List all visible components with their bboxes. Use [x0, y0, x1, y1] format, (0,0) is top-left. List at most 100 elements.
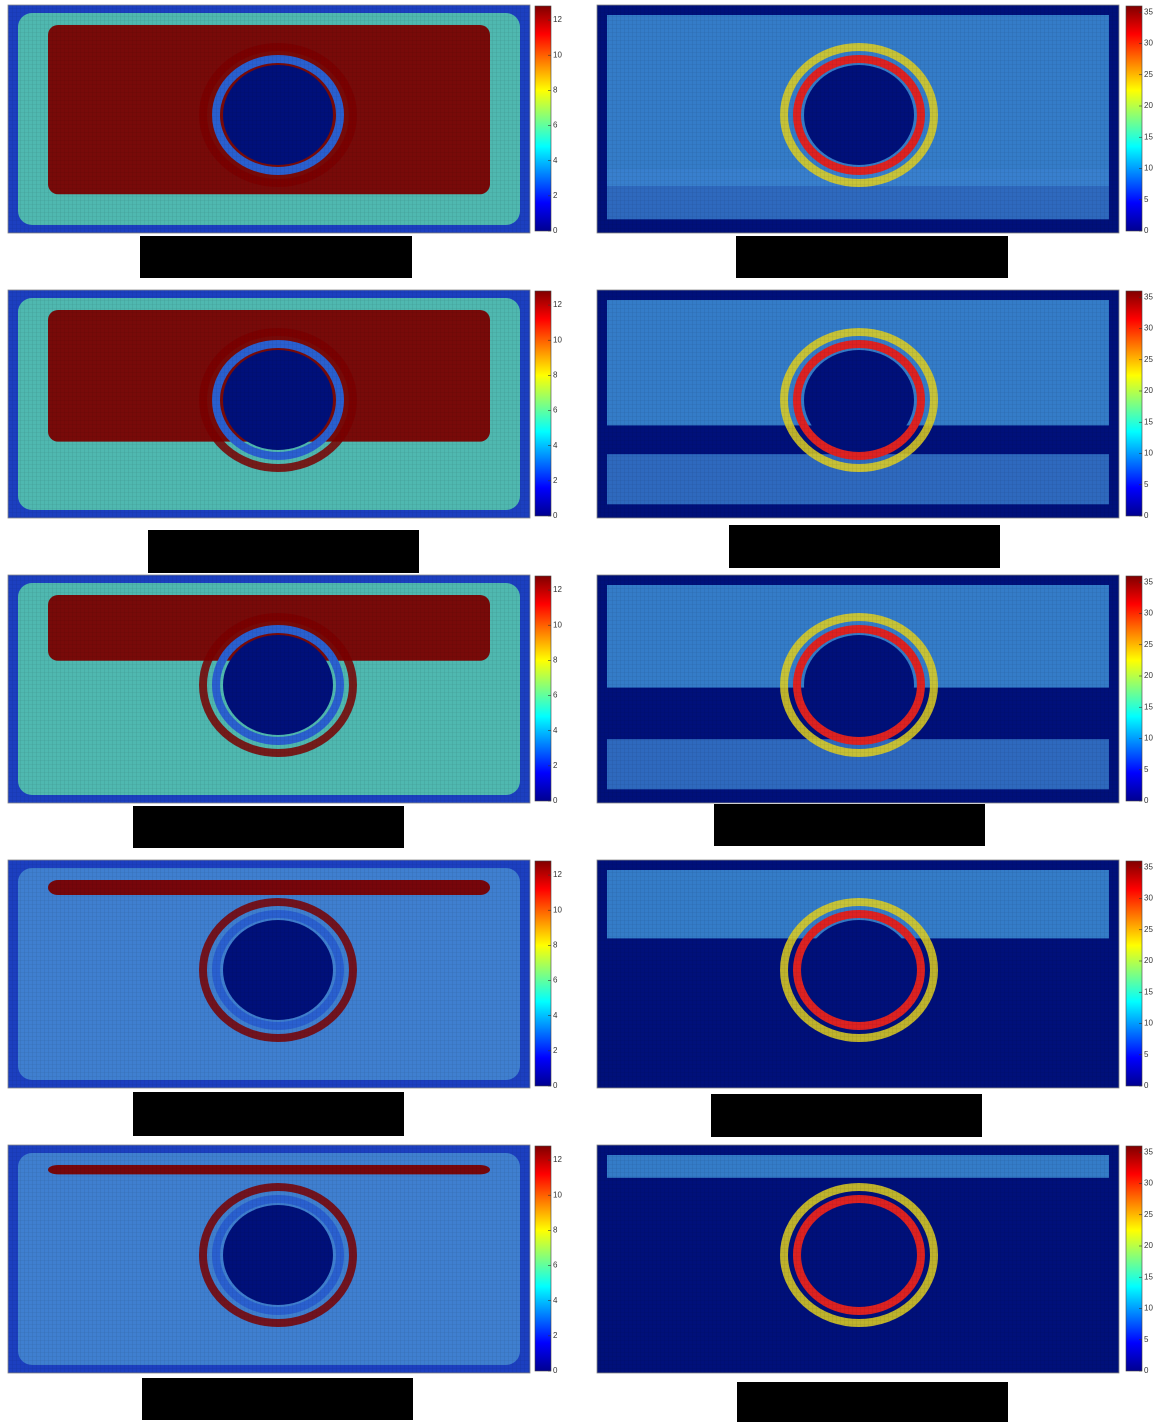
colorbar-tick-label: 15 — [1144, 132, 1153, 141]
colorbar-tick-label: 0 — [1144, 1081, 1149, 1090]
colorbar-tick-label: 10 — [1144, 734, 1153, 743]
redaction — [140, 236, 412, 278]
colorbar-tick-label: 0 — [1144, 511, 1149, 520]
colorbar-tick-label: 5 — [1144, 480, 1149, 489]
redaction — [711, 1094, 982, 1137]
colorbar-tick-label: 12 — [553, 585, 562, 594]
cell-grid — [8, 5, 530, 233]
colorbar-tick-label: 25 — [1144, 355, 1153, 364]
colorbar-tick-label: 4 — [553, 156, 558, 165]
colorbar-tick-label: 8 — [553, 1225, 558, 1234]
colorbar-tick-label: 0 — [553, 1366, 558, 1375]
colorbar-tick-label: 15 — [1144, 987, 1153, 996]
colorbar-tick-label: 2 — [553, 761, 558, 770]
colorbar-tick-label: 20 — [1144, 386, 1153, 395]
colorbar — [1126, 576, 1142, 801]
colorbar-tick-label: 10 — [553, 620, 562, 629]
colorbar-tick-label: 8 — [553, 370, 558, 379]
colorbar-tick-label: 0 — [1144, 796, 1149, 805]
cell-grid — [597, 575, 1119, 803]
colorbar-tick-label: 25 — [1144, 640, 1153, 649]
colorbar — [1126, 6, 1142, 231]
colorbar-tick-label: 20 — [1144, 671, 1153, 680]
colorbar-tick-label: 20 — [1144, 956, 1153, 965]
colorbar-tick-label: 30 — [1144, 609, 1153, 618]
colorbar-tick-label: 30 — [1144, 894, 1153, 903]
colorbar-tick-label: 10 — [1144, 1019, 1153, 1028]
colorbar-tick-label: 2 — [553, 1046, 558, 1055]
colorbar-tick-label: 6 — [553, 1261, 558, 1270]
cell-grid — [8, 290, 530, 518]
colorbar-tick-label: 0 — [553, 1081, 558, 1090]
redaction — [148, 530, 419, 573]
colorbar-tick-label: 10 — [1144, 164, 1153, 173]
colorbar-tick-label: 10 — [553, 905, 562, 914]
colorbar-tick-label: 8 — [553, 85, 558, 94]
colorbar-tick-label: 2 — [553, 476, 558, 485]
colorbar-tick-label: 4 — [553, 726, 558, 735]
colorbar-tick-label: 6 — [553, 691, 558, 700]
colorbar-tick-label: 6 — [553, 121, 558, 130]
colorbar-tick-label: 15 — [1144, 1272, 1153, 1281]
colorbar-tick-label: 20 — [1144, 101, 1153, 110]
colorbar-tick-label: 5 — [1144, 765, 1149, 774]
cell-grid — [597, 290, 1119, 518]
colorbar — [535, 1146, 551, 1371]
colorbar-tick-label: 8 — [553, 655, 558, 664]
colorbar — [535, 6, 551, 231]
colorbar-tick-label: 12 — [553, 300, 562, 309]
redaction — [737, 1382, 1008, 1422]
colorbar-tick-label: 30 — [1144, 1179, 1153, 1188]
redaction — [133, 1092, 404, 1136]
cell-grid — [597, 5, 1119, 233]
redaction — [142, 1378, 413, 1420]
colorbar-tick-label: 4 — [553, 1011, 558, 1020]
cell-grid — [8, 575, 530, 803]
colorbar — [1126, 291, 1142, 516]
colorbar — [535, 861, 551, 1086]
cell-grid — [8, 1145, 530, 1373]
colorbar-tick-label: 25 — [1144, 1210, 1153, 1219]
colorbar-tick-label: 10 — [1144, 1304, 1153, 1313]
colorbar — [535, 576, 551, 801]
colorbar-tick-label: 8 — [553, 940, 558, 949]
colorbar-tick-label: 35 — [1144, 577, 1153, 586]
colorbar-tick-label: 2 — [553, 1331, 558, 1340]
colorbar — [535, 291, 551, 516]
colorbar-tick-label: 25 — [1144, 925, 1153, 934]
colorbar-tick-label: 35 — [1144, 7, 1153, 16]
colorbar-tick-label: 4 — [553, 441, 558, 450]
colorbar — [1126, 1146, 1142, 1371]
colorbar-tick-label: 20 — [1144, 1241, 1153, 1250]
colorbar-tick-label: 0 — [553, 226, 558, 235]
colorbar-tick-label: 12 — [553, 870, 562, 879]
colorbar-tick-label: 0 — [553, 511, 558, 520]
cell-grid — [8, 860, 530, 1088]
redaction — [736, 236, 1008, 278]
colorbar-tick-label: 15 — [1144, 702, 1153, 711]
colorbar-tick-label: 12 — [553, 15, 562, 24]
colorbar-tick-label: 35 — [1144, 862, 1153, 871]
colorbar-tick-label: 12 — [553, 1155, 562, 1164]
colorbar-tick-label: 5 — [1144, 195, 1149, 204]
redaction — [729, 525, 1000, 568]
figure: 0246810120510152025303502468101205101520… — [0, 0, 1156, 1423]
colorbar-tick-label: 10 — [553, 1190, 562, 1199]
cell-grid — [597, 860, 1119, 1088]
colorbar — [1126, 861, 1142, 1086]
colorbar-tick-label: 2 — [553, 191, 558, 200]
cell-grid — [597, 1145, 1119, 1373]
colorbar-tick-label: 35 — [1144, 292, 1153, 301]
colorbar-tick-label: 0 — [553, 796, 558, 805]
colorbar-tick-label: 5 — [1144, 1335, 1149, 1344]
redaction — [133, 806, 404, 848]
colorbar-tick-label: 0 — [1144, 1366, 1149, 1375]
colorbar-tick-label: 35 — [1144, 1147, 1153, 1156]
colorbar-tick-label: 5 — [1144, 1050, 1149, 1059]
colorbar-tick-label: 6 — [553, 976, 558, 985]
colorbar-tick-label: 25 — [1144, 70, 1153, 79]
redaction — [714, 804, 985, 846]
colorbar-tick-label: 30 — [1144, 324, 1153, 333]
colorbar-tick-label: 0 — [1144, 226, 1149, 235]
colorbar-tick-label: 10 — [1144, 449, 1153, 458]
